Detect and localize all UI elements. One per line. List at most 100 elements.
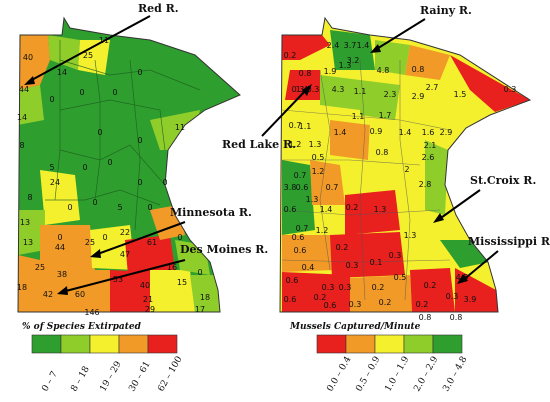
arrowhead-minnesota-river [90,249,101,258]
left-map-value-label: 24 [50,178,60,187]
right-map-value-label: 0.5 [394,273,407,282]
left-map-value-label: 40 [23,53,33,62]
right-map-value-label: 0.2 [336,243,349,252]
left-map-value-label: 0 [107,158,112,167]
right-map-value-label: 1.2 [289,140,302,149]
left-map-legend-swatch [147,334,178,354]
left-map-legend-range-label: 8 – 18 [69,365,91,394]
left-map-value-label: 21 [143,295,153,304]
right-map-value-label: 1.2 [316,226,329,235]
right-map-value-label: 0.3 [349,300,362,309]
arrowhead-red-lake-river [302,84,312,96]
left-legend: 0 – 7 8 – 18 19 – 29 30 – 61 62 – 100 [31,334,185,394]
arrow-des-moines-river [61,259,186,293]
river-label-mississippi: Mississippi R. [468,235,550,248]
right-map-legend-range-label: 0.0 – 0.4 [325,355,353,394]
right-map-value-label: 0.8 [412,65,425,74]
right-map-value-label: 0.3 [322,283,335,292]
right-map-values: 3.73.24.8 0.82.4 1.40.21.31.90.81.4 0.31.1 2… [284,41,517,322]
left-map-value-label: 0 [137,178,142,187]
left-map-value-label: 0 [97,128,102,137]
left-map-legend-range-label: 19 – 29 [98,360,123,394]
left-map-value-label: 42 [43,290,53,299]
left-map-value-label: 0 [57,233,62,242]
left-map: 4044142511140000085011000500000024813252… [17,2,268,394]
left-map-value-label: 18 [17,283,27,292]
right-map-value-label: 0.5 [312,153,325,162]
right-map-value-label: 1.4 [357,41,370,50]
river-label-red-lake: Red Lake R. [222,138,296,151]
arrow-minnesota-river [94,221,186,256]
right-map-value-label: 0.2 [284,51,297,60]
left-map-value-label: 8 [27,193,32,202]
left-map-legend-swatch [60,334,91,354]
right-map-value-label: 3.8 [284,183,297,192]
left-map-value-label: 0 [197,268,202,277]
right-map-value-label: 0.4 [302,263,315,272]
right-map-title: Mussels Captured/Minute [289,322,421,332]
left-map-value-label: 40 [140,281,150,290]
left-map-value-label: 13 [20,218,30,227]
right-map-value-label: 0.3 [339,283,352,292]
left-map-value-label: 0 [82,163,87,172]
right-map-value-label: 0.6 [284,295,297,304]
left-map-value-label: 60 [75,290,85,299]
right-map-value-label: 3.9 [464,295,477,304]
right-map-legend-range-label: 1.0 – 1.9 [383,355,411,394]
left-map-value-label: 14 [57,68,67,77]
right-map-value-label: 1.3 [339,61,352,70]
river-label-st-croix: St.Croix R. [470,174,536,187]
left-map-value-label: 146 [84,308,99,317]
right-map-value-label: 0.6 [294,246,307,255]
right-map-value-label: 2.4 [327,41,340,50]
right-map-value-label: 2.9 [440,128,453,137]
right-map-value-label: 3.7 [344,41,357,50]
right-map-value-label: 1.1 [354,87,367,96]
right-map-legend-range-label: 2.0 – 2.9 [412,355,440,394]
right-map-value-label: 3.2 [347,56,360,65]
right-map-value-label: 0.8 [299,69,312,78]
right-map-value-label: 1.2 [312,167,325,176]
right-map-value-label: 2.7 [426,83,439,92]
right-map-legend-swatch [432,334,463,354]
right-map-value-label: 2.3 [384,90,397,99]
arrowhead-st-croix-river [433,213,444,223]
left-map-value-label: 17 [195,305,205,314]
left-map-legend-swatch [118,334,149,354]
river-label-red: Red R. [138,2,179,15]
right-map-value-label: 0.9 [370,127,383,136]
left-map-value-label: 44 [19,85,29,94]
left-map-title: % of Species Extirpated [22,322,142,332]
right-map-value-label: 0.6 [296,183,309,192]
right-map-value-label: 0.7 [289,121,302,130]
left-map-value-label: 0 [79,88,84,97]
left-map-legend-swatch [89,334,120,354]
arrowhead-mississippi-river [457,274,468,284]
left-map-value-label: 15 [177,278,187,287]
arrow-st-croix-river [437,189,481,221]
right-map-value-label: 1.4 [334,128,347,137]
right-map-value-label: 0.2 [416,300,429,309]
right-map-value-label: 1.6 [422,128,435,137]
right-map-legend-swatch [374,334,405,354]
right-map-value-label: 2.9 [412,92,425,101]
right-map-value-label: 0.6 [284,205,297,214]
left-map-value-label: 0 [177,233,182,242]
left-map-value-label: 14 [17,113,27,122]
right-map-value-label: 1.3 [306,195,319,204]
arrow-rainy-river [374,18,426,51]
right-map-value-label: 1.1 [299,122,312,131]
right-map-value-label: 0.2 [379,298,392,307]
left-map-value-label: 0 [102,233,107,242]
right-map-value-label: 0.3 [346,261,359,270]
left-map-value-label: 29 [145,305,155,314]
right-map-value-label: 1.3 [374,205,387,214]
left-map-value-label: 25 [83,51,93,60]
left-map-values: 4044142511140000085011000500000024813252… [17,36,210,317]
right-legend: 0.0 – 0.4 0.5 – 0.9 1.0 – 1.9 2.0 – 2.9 3.0 … [316,334,470,394]
left-map-value-label: 47 [120,250,130,259]
right-map-value-label: 0.7 [294,171,307,180]
right-map-value-label: 0.7 [296,224,309,233]
right-map-legend-swatch [316,334,347,354]
